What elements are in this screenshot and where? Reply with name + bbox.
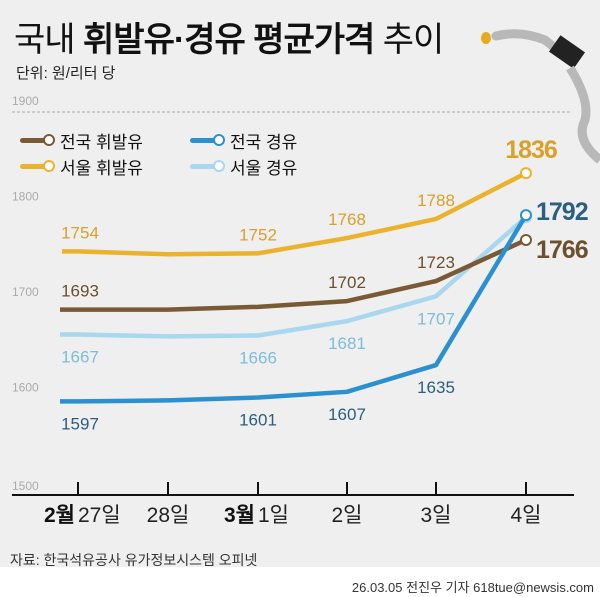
data-label: 1667	[61, 348, 99, 367]
legend-item: 서울 경유	[190, 154, 297, 179]
data-label: 1635	[417, 378, 455, 397]
data-label: 1768	[328, 210, 366, 229]
legend-label: 서울 휘발유	[60, 159, 143, 178]
unit-label: 단위: 원/리터 당	[16, 65, 116, 82]
series-line-1	[62, 171, 528, 257]
x-tick-label: 3일	[421, 504, 452, 527]
data-label: 1597	[61, 414, 99, 433]
legend-swatch	[20, 160, 55, 172]
series-line-0	[60, 237, 527, 312]
x-tick-label: 27일	[78, 504, 121, 527]
data-label-end: 1836	[505, 136, 557, 164]
data-label: 1752	[239, 225, 277, 244]
fuel-nozzle-icon	[491, 29, 565, 57]
legend-item: 전국 경유	[190, 128, 297, 153]
y-tick-label: 1800	[12, 190, 39, 204]
data-label: 1723	[417, 253, 455, 272]
x-tick-label: 28일	[147, 504, 190, 527]
y-tick-label: 1700	[12, 285, 39, 299]
data-label: 1707	[417, 309, 455, 328]
x-tick-label: 1일	[258, 504, 289, 527]
data-label: 1754	[61, 223, 99, 242]
legend-label: 전국 경유	[230, 133, 298, 152]
legend-swatch	[190, 160, 225, 172]
legend-item: 서울 휘발유	[20, 154, 143, 179]
legend-label: 서울 경유	[230, 159, 298, 178]
x-month-label: 2월	[44, 504, 75, 527]
infographic: 국내 휘발유·경유 평균가격 추이 단위: 원/리터 당 1500 1600 170…	[0, 0, 600, 568]
series-line-2	[60, 213, 528, 404]
source-label: 자료: 한국석유공사 유가정보시스템 오피넷	[10, 552, 258, 568]
legend-label: 전국 휘발유	[60, 133, 143, 152]
x-tick-label: 4일	[511, 504, 542, 527]
fuel-hose-icon	[566, 65, 600, 164]
legend-item: 전국 휘발유	[20, 128, 143, 153]
x-tick-label: 2일	[332, 504, 363, 527]
credit-label: 26.03.05 전진우 기자 618tue@newsis.com	[351, 580, 594, 595]
line-chart: 1500 1600 1700 1800 1900 2월 27일 28일 3월 1일 2일 3일 4일 16…	[12, 29, 600, 527]
data-label: 1666	[239, 348, 277, 367]
fuel-drop-icon	[481, 32, 491, 44]
data-label: 1702	[328, 273, 366, 292]
data-label: 1607	[328, 405, 366, 424]
data-label: 1693	[61, 282, 99, 301]
series-line-3	[60, 215, 528, 339]
series-endpoint-2	[520, 209, 532, 222]
data-label-end: 1792	[536, 198, 588, 226]
data-label: 1788	[417, 191, 455, 210]
nozzle-handle-icon	[548, 35, 586, 69]
data-label: 1681	[328, 334, 366, 353]
x-month-label: 3월	[224, 504, 255, 527]
data-label-end: 1766	[536, 236, 588, 264]
y-tick-label: 1900	[12, 94, 39, 108]
page-title: 국내 휘발유·경유 평균가격 추이	[14, 21, 444, 59]
y-tick-label: 1600	[12, 381, 39, 395]
legend-swatch	[20, 134, 55, 146]
series-endpoint-0	[520, 233, 532, 246]
legend-swatch	[190, 134, 225, 146]
y-tick-label: 1500	[12, 479, 39, 493]
data-label: 1601	[239, 411, 277, 430]
series-endpoint-1	[520, 167, 532, 180]
